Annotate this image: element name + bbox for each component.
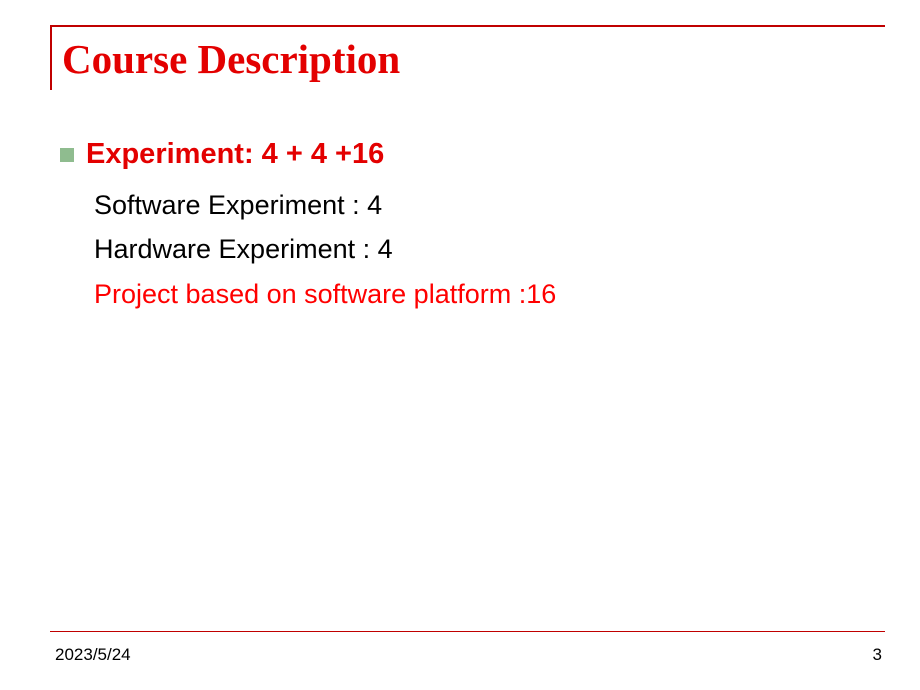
- slide: Course Description Experiment: 4 + 4 +16…: [0, 0, 920, 690]
- subline-hardware: Hardware Experiment : 4: [60, 231, 920, 267]
- slide-title: Course Description: [50, 25, 885, 83]
- subline-project: Project based on software platform :16: [60, 276, 920, 312]
- subline-software: Software Experiment : 4: [60, 187, 920, 223]
- footer-date: 2023/5/24: [55, 645, 131, 665]
- content-area: Experiment: 4 + 4 +16 Software Experimen…: [0, 83, 920, 312]
- header-area: Course Description: [0, 0, 920, 83]
- footer-page-number: 3: [873, 645, 882, 665]
- square-bullet-icon: [60, 148, 74, 162]
- footer-divider: [50, 631, 885, 633]
- bullet-item: Experiment: 4 + 4 +16: [60, 138, 920, 171]
- bullet-label: Experiment: 4 + 4 +16: [86, 138, 384, 171]
